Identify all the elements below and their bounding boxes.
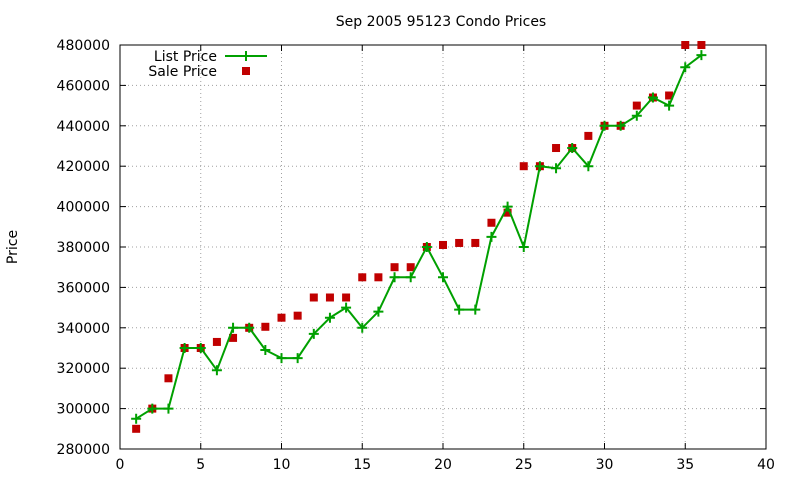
sale-price-point xyxy=(665,91,674,100)
list-price-point xyxy=(276,353,287,364)
sale-price-point xyxy=(697,41,706,49)
sale-price-point xyxy=(277,313,286,322)
y-tick-label: 320000 xyxy=(57,361,110,377)
legend-marker-sale-price xyxy=(242,67,250,75)
list-price-point xyxy=(389,272,400,283)
list-price-point xyxy=(470,304,481,315)
grid-lines xyxy=(120,45,766,449)
y-axis-label: Price xyxy=(5,230,21,264)
sale-price-point xyxy=(487,218,496,227)
x-tick-label: 30 xyxy=(596,457,614,473)
list-price-point xyxy=(647,92,658,103)
x-tick-label: 40 xyxy=(757,457,775,473)
list-price-point xyxy=(147,403,158,414)
sale-price-point xyxy=(471,238,480,247)
sale-price-point xyxy=(584,131,593,140)
list-price-point xyxy=(518,242,529,252)
list-price-point xyxy=(308,328,319,339)
x-tick-label: 35 xyxy=(676,457,694,473)
list-price-point xyxy=(631,110,642,121)
sale-price-point xyxy=(164,374,173,383)
list-price-point xyxy=(502,201,513,212)
list-price-point xyxy=(341,302,352,313)
sale-price-point xyxy=(552,144,561,153)
y-tick-label: 440000 xyxy=(57,119,110,135)
list-price-point xyxy=(567,143,578,154)
sale-price-point xyxy=(390,263,399,272)
x-tick-label: 10 xyxy=(273,457,291,473)
chart-title: Sep 2005 95123 Condo Prices xyxy=(336,14,546,30)
y-tick-label: 300000 xyxy=(57,402,110,418)
y-tick-label: 420000 xyxy=(57,159,110,175)
list-price-point xyxy=(179,343,190,353)
list-price-point xyxy=(438,272,448,283)
list-price-point xyxy=(486,231,497,242)
list-price-point xyxy=(583,161,594,172)
list-price-point xyxy=(260,345,271,356)
list-price-point xyxy=(454,304,465,315)
x-tick-label: 0 xyxy=(116,457,125,473)
list-price-point xyxy=(292,353,303,364)
series-layer xyxy=(131,41,707,433)
legend-marker-list-price xyxy=(241,51,251,61)
axis-ticks: 0 5 10 15 20 25 30 35 40 280000 300000 320000 340000… xyxy=(57,38,775,473)
sale-price-point xyxy=(358,273,367,282)
sale-price-point xyxy=(342,293,351,302)
sale-price-point xyxy=(325,293,334,302)
list-price-point xyxy=(131,413,142,424)
list-price-point xyxy=(324,312,335,323)
list-price-point xyxy=(211,365,222,376)
list-price-point xyxy=(163,403,174,414)
legend-label-list-price: List Price xyxy=(154,49,217,65)
y-tick-label: 340000 xyxy=(57,321,110,337)
list-price-point xyxy=(421,242,432,252)
y-tick-label: 360000 xyxy=(57,280,110,296)
list-price-point xyxy=(599,120,610,131)
x-tick-label: 25 xyxy=(515,457,533,473)
sale-price-point xyxy=(229,333,238,342)
sale-price-point xyxy=(261,322,270,331)
y-tick-label: 460000 xyxy=(57,78,110,94)
sale-price-point xyxy=(503,208,512,217)
sale-price-point xyxy=(681,41,690,49)
x-tick-label: 15 xyxy=(353,457,371,473)
list-price-point xyxy=(244,322,255,333)
list-price-point xyxy=(551,163,562,174)
list-price-point xyxy=(195,343,206,353)
x-tick-label: 5 xyxy=(196,457,205,473)
sale-price-point xyxy=(374,273,383,282)
sale-price-point xyxy=(439,240,447,249)
list-price-point xyxy=(405,272,416,283)
y-tick-label: 380000 xyxy=(57,240,110,256)
legend: List Price Sale Price xyxy=(148,49,267,80)
y-tick-label: 280000 xyxy=(57,442,110,458)
sale-price-point xyxy=(406,263,415,272)
sale-price-point xyxy=(519,162,528,171)
sale-price-point xyxy=(132,424,141,433)
list-price-point xyxy=(664,100,675,111)
x-tick-label: 20 xyxy=(434,457,452,473)
list-price-point xyxy=(373,306,384,317)
list-price-point xyxy=(228,322,239,333)
list-price-point xyxy=(534,161,545,172)
sale-price-point xyxy=(455,238,464,247)
y-tick-label: 480000 xyxy=(57,38,110,54)
list-price-point xyxy=(696,50,707,61)
list-price-point xyxy=(680,62,691,73)
list-price-point xyxy=(357,322,368,333)
legend-label-sale-price: Sale Price xyxy=(148,64,217,80)
sale-price-point xyxy=(632,101,641,110)
sale-price-point xyxy=(309,293,318,302)
sale-price-point xyxy=(293,311,302,320)
sale-price-point xyxy=(212,337,221,346)
y-tick-label: 400000 xyxy=(57,200,110,216)
list-price-point xyxy=(615,120,626,131)
